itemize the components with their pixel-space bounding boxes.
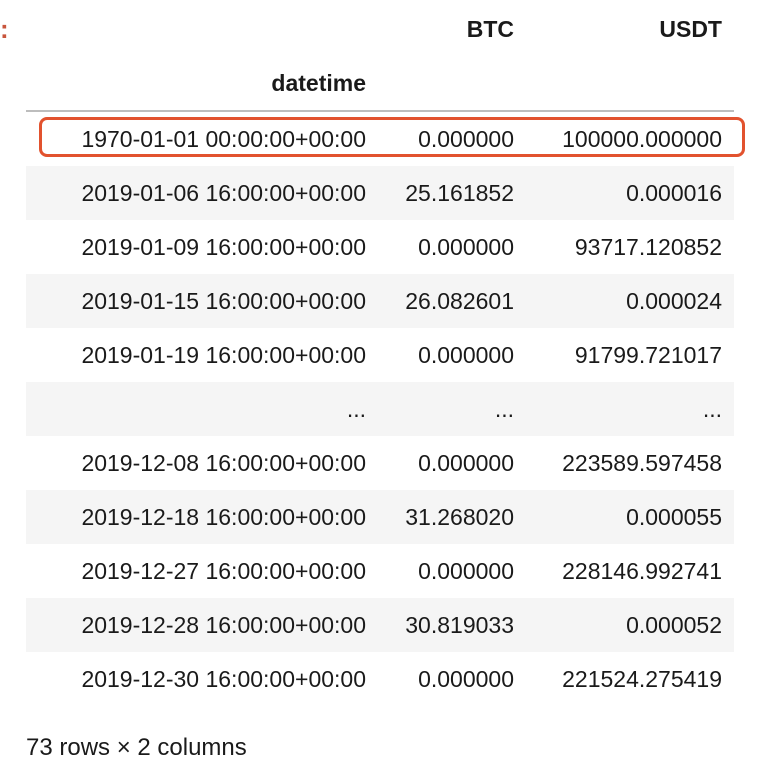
btc-cell: 26.082601 (378, 274, 526, 328)
table-row: 2019-01-06 16:00:00+00:00 25.161852 0.00… (26, 166, 734, 220)
btc-cell: 0.000000 (378, 436, 526, 490)
blank-header-cell (378, 57, 526, 112)
column-header-usdt: USDT (659, 16, 722, 42)
btc-cell: ... (378, 382, 526, 436)
row-index-cell: ... (26, 382, 378, 436)
dataframe-shape-text: 73 rows × 2 columns (26, 734, 247, 761)
btc-cell: 0.000000 (378, 328, 526, 382)
usdt-cell: 221524.275419 (526, 652, 734, 706)
usdt-cell: 0.000055 (526, 490, 734, 544)
blank-header-cell (26, 2, 378, 57)
btc-cell: 0.000000 (378, 220, 526, 274)
btc-cell: 30.819033 (378, 598, 526, 652)
usdt-cell: 0.000024 (526, 274, 734, 328)
table-row: 2019-01-19 16:00:00+00:00 0.000000 91799… (26, 328, 734, 382)
index-name-header: datetime (26, 57, 378, 112)
btc-cell: 25.161852 (378, 166, 526, 220)
dataframe-table: BTC USDT datetime 1970-01-01 00:00:00+00… (26, 2, 734, 706)
row-index-cell: 1970-01-01 00:00:00+00:00 (26, 111, 378, 166)
table-row: 2019-12-18 16:00:00+00:00 31.268020 0.00… (26, 490, 734, 544)
btc-cell: 0.000000 (378, 652, 526, 706)
usdt-cell: 0.000016 (526, 166, 734, 220)
row-index-cell: 2019-12-08 16:00:00+00:00 (26, 436, 378, 490)
table-row: 2019-12-30 16:00:00+00:00 0.000000 22152… (26, 652, 734, 706)
table-row: 2019-01-09 16:00:00+00:00 0.000000 93717… (26, 220, 734, 274)
usdt-cell: 223589.597458 (526, 436, 734, 490)
row-index-cell: 2019-12-28 16:00:00+00:00 (26, 598, 378, 652)
usdt-cell: 228146.992741 (526, 544, 734, 598)
table-row: 2019-12-28 16:00:00+00:00 30.819033 0.00… (26, 598, 734, 652)
btc-cell: 0.000000 (378, 544, 526, 598)
column-header-row: BTC USDT (26, 2, 734, 57)
usdt-cell: 0.000052 (526, 598, 734, 652)
usdt-cell: ... (526, 382, 734, 436)
row-index-cell: 2019-12-27 16:00:00+00:00 (26, 544, 378, 598)
row-index-cell: 2019-01-06 16:00:00+00:00 (26, 166, 378, 220)
table-row: 2019-12-27 16:00:00+00:00 0.000000 22814… (26, 544, 734, 598)
usdt-cell: 100000.000000 (526, 111, 734, 166)
row-index-cell: 2019-12-18 16:00:00+00:00 (26, 490, 378, 544)
output-prompt-marker: : (0, 14, 9, 44)
table-row: 2019-12-08 16:00:00+00:00 0.000000 22358… (26, 436, 734, 490)
row-index-cell: 2019-01-09 16:00:00+00:00 (26, 220, 378, 274)
index-header-row: datetime (26, 57, 734, 112)
usdt-cell: 91799.721017 (526, 328, 734, 382)
table-row-ellipsis: ... ... ... (26, 382, 734, 436)
btc-cell: 31.268020 (378, 490, 526, 544)
row-index-cell: 2019-12-30 16:00:00+00:00 (26, 652, 378, 706)
row-index-cell: 2019-01-19 16:00:00+00:00 (26, 328, 378, 382)
btc-cell: 0.000000 (378, 111, 526, 166)
column-header-btc: BTC (466, 16, 514, 42)
table-row: 1970-01-01 00:00:00+00:00 0.000000 10000… (26, 111, 734, 166)
blank-header-cell (526, 57, 734, 112)
table-row: 2019-01-15 16:00:00+00:00 26.082601 0.00… (26, 274, 734, 328)
usdt-cell: 93717.120852 (526, 220, 734, 274)
row-index-cell: 2019-01-15 16:00:00+00:00 (26, 274, 378, 328)
